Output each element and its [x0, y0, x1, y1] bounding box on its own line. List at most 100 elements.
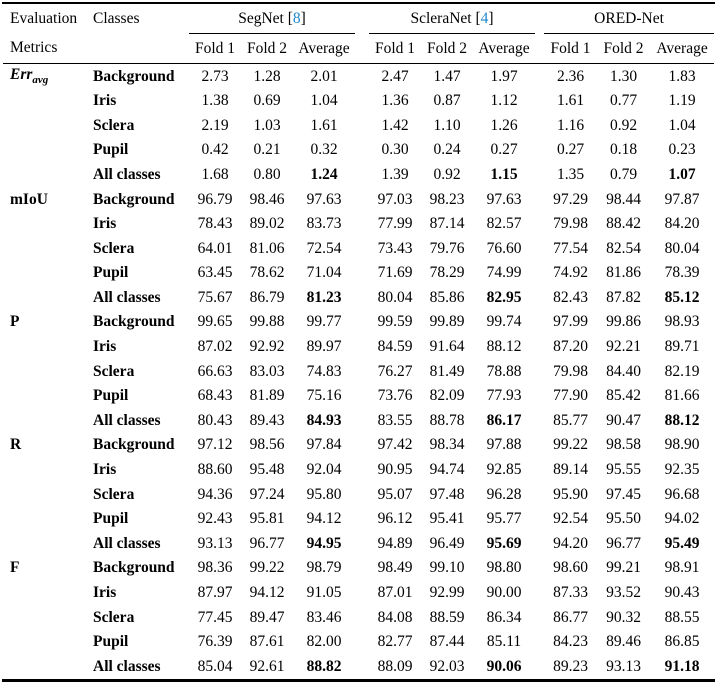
column-gap	[355, 310, 369, 335]
value-cell: 81.89	[249, 387, 285, 405]
value-cell: 98.46	[249, 190, 285, 208]
header-fold2: Fold 2	[241, 33, 293, 64]
citation-link[interactable]: 4	[480, 9, 489, 27]
value-cell: 75.67	[197, 288, 233, 306]
metric-label	[3, 162, 93, 187]
column-gap	[535, 482, 544, 507]
value-cell: 81.49	[429, 362, 465, 380]
value-cell: 94.36	[197, 485, 233, 503]
column-gap	[355, 285, 369, 310]
metric-label	[3, 482, 93, 507]
value-cell: 1.19	[668, 92, 696, 110]
value-cell: 98.58	[606, 436, 641, 454]
column-gap	[535, 4, 544, 34]
column-gap	[535, 89, 544, 114]
value-cell: 92.54	[553, 510, 588, 528]
header-average: Average	[473, 33, 536, 64]
table-row: Iris 87.97 94.12 91.05 87.01 92.99 90.00 87.33 9…	[3, 580, 714, 605]
column-gap	[535, 531, 544, 556]
table-row: Iris 88.60 95.48 92.04 90.95 94.74 92.85 89.14 9…	[3, 458, 714, 483]
model-name: ScleraNet	[410, 9, 476, 27]
metric-label	[3, 458, 93, 483]
value-cell: 93.52	[606, 584, 641, 602]
cite-bracket: [	[287, 9, 293, 27]
table-row: Pupil 63.45 78.62 71.04 71.69 78.29 74.99 74.92…	[3, 261, 714, 286]
class-label: Background	[93, 436, 175, 454]
value-cell: 1.68	[201, 165, 229, 183]
value-cell: 95.41	[429, 510, 465, 528]
column-gap	[535, 408, 544, 433]
class-label: Sclera	[93, 116, 135, 134]
value-cell: 99.65	[197, 313, 233, 331]
column-gap	[535, 138, 544, 163]
table-row: Sclera 66.63 83.03 74.83 76.27 81.49 78.88 79.9…	[3, 359, 714, 384]
value-cell: 86.77	[553, 608, 588, 626]
column-gap	[355, 630, 369, 655]
value-cell: 83.55	[377, 411, 413, 429]
value-cell: 1.42	[381, 116, 409, 134]
header-evaluation: Evaluation	[10, 9, 78, 27]
value-cell: 94.02	[664, 510, 700, 528]
column-gap	[535, 285, 544, 310]
metric-name: mIoU	[10, 190, 48, 208]
value-cell: 99.21	[606, 559, 641, 577]
table-row: Iris 78.43 89.02 83.73 77.99 87.14 82.57 79.98 8…	[3, 212, 714, 237]
value-cell: 88.59	[429, 608, 465, 626]
value-cell: 2.47	[381, 67, 409, 85]
class-label: Background	[93, 67, 175, 85]
value-cell: 1.04	[668, 116, 696, 134]
value-cell: 82.77	[377, 633, 413, 651]
value-cell: 98.91	[664, 559, 700, 577]
value-cell: 97.84	[306, 436, 342, 454]
value-cell: 0.92	[609, 116, 638, 134]
table-row: mIoU Background 96.79 98.46 97.63 97.03 98.23 9…	[3, 187, 714, 212]
metric-label	[3, 261, 93, 286]
table-row: R Background 97.12 98.56 97.84 97.42 98.34 97.8…	[3, 433, 714, 458]
column-gap	[535, 507, 544, 532]
value-cell: 71.04	[306, 264, 342, 282]
table-row: Iris 87.02 92.92 89.97 84.59 91.64 88.12 87.20 9…	[3, 335, 714, 360]
table-row: Sclera 77.45 89.47 83.46 84.08 88.59 86.34 86.7…	[3, 605, 714, 630]
value-cell: 95.90	[553, 485, 588, 503]
value-cell: 78.62	[249, 264, 285, 282]
column-gap	[535, 64, 544, 89]
value-cell: 0.27	[556, 141, 585, 159]
column-gap	[355, 531, 369, 556]
value-cell: 87.61	[249, 633, 285, 651]
metric-label: R	[3, 433, 93, 458]
value-cell: 82.09	[429, 387, 465, 405]
value-cell: 72.54	[306, 239, 342, 257]
value-cell: 98.60	[553, 559, 588, 577]
cite-bracket: [	[475, 9, 481, 27]
value-cell: 83.46	[306, 608, 342, 626]
value-cell: 0.27	[490, 141, 518, 159]
class-label: Pupil	[93, 387, 129, 405]
metric-label	[3, 113, 93, 138]
class-label: All classes	[93, 288, 161, 306]
column-gap	[355, 482, 369, 507]
column-gap	[535, 630, 544, 655]
value-cell: 1.24	[310, 165, 338, 183]
value-cell: 89.97	[306, 338, 342, 356]
value-cell: 92.43	[197, 510, 233, 528]
value-cell: 76.60	[486, 239, 522, 257]
value-cell: 82.54	[606, 239, 641, 257]
column-gap	[355, 580, 369, 605]
metric-label: mIoU	[3, 187, 93, 212]
class-label: Iris	[93, 338, 117, 356]
column-gap	[355, 433, 369, 458]
table-row: Sclera 94.36 97.24 95.80 95.07 97.48 96.28 95.9…	[3, 482, 714, 507]
column-gap	[535, 33, 545, 64]
value-cell: 1.47	[433, 67, 461, 85]
table-row: Erravg Background 2.73 1.28 2.01 2.47 1.47 1.97…	[3, 64, 714, 89]
value-cell: 87.44	[429, 633, 465, 651]
cite-bracket: ]	[488, 9, 494, 27]
value-cell: 90.43	[664, 584, 700, 602]
value-cell: 84.59	[377, 338, 413, 356]
citation-link[interactable]: 8	[292, 9, 301, 27]
class-label: Background	[93, 190, 175, 208]
value-cell: 75.16	[306, 387, 342, 405]
value-cell: 2.01	[310, 67, 338, 85]
value-cell: 74.83	[306, 362, 342, 380]
value-cell: 1.07	[668, 165, 696, 183]
